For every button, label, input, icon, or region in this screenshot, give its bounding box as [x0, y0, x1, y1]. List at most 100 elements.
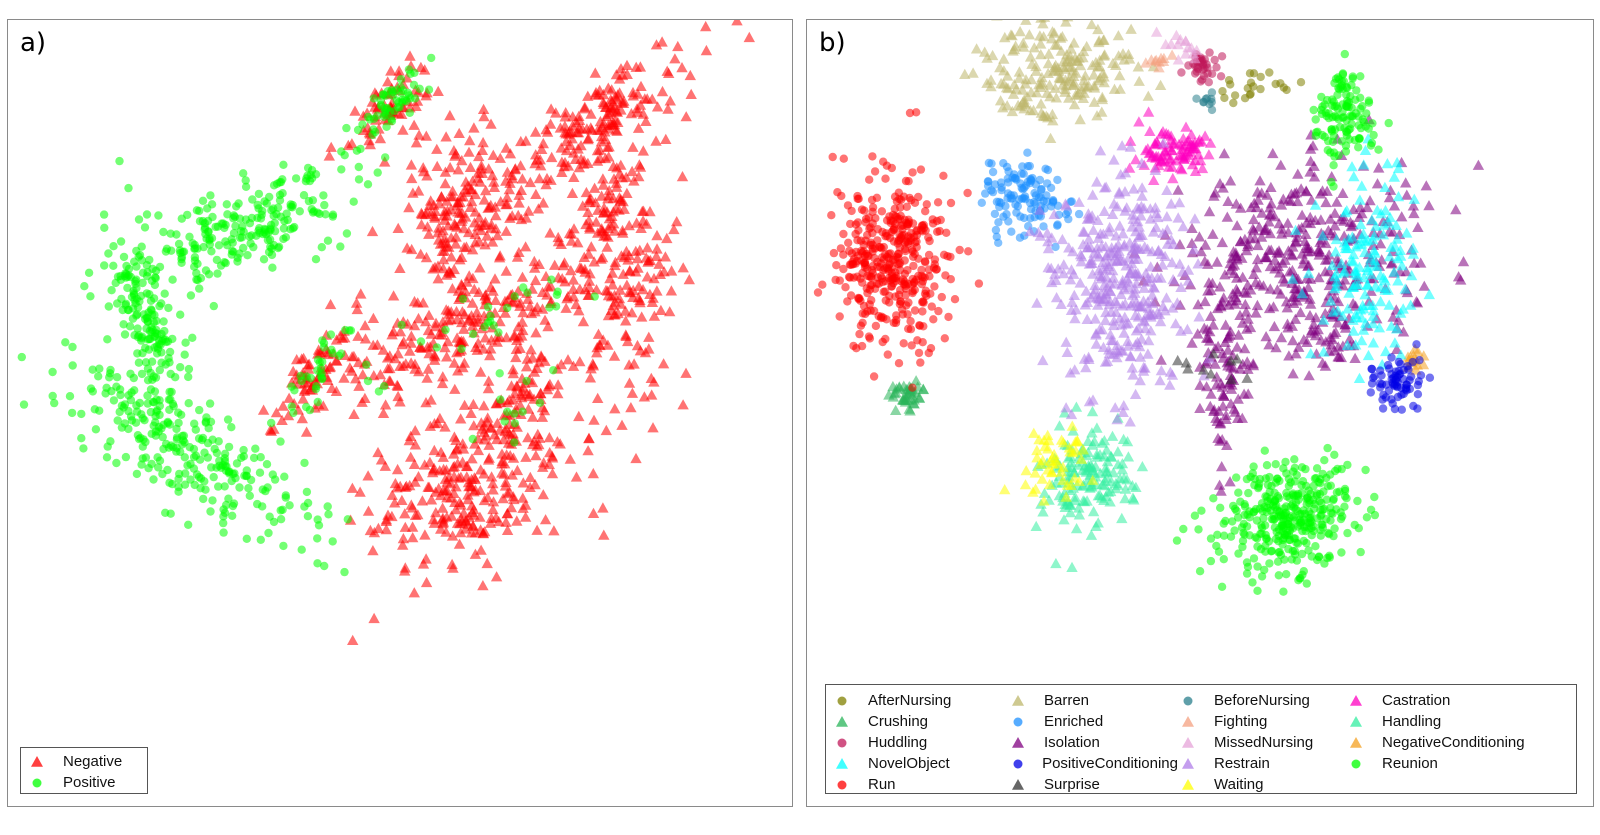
data-point-negative: [371, 339, 384, 350]
data-point-isolation: [1224, 476, 1236, 487]
data-point-restrain: [1090, 338, 1103, 349]
data-point-negative: [656, 36, 668, 47]
data-point-run: [922, 291, 931, 300]
data-point-positive: [123, 272, 132, 281]
data-point-negative: [475, 163, 487, 174]
data-point-enriched: [987, 186, 996, 195]
legend-marker-shape: [1350, 715, 1362, 727]
data-point-run: [908, 383, 917, 392]
data-point-positiveconditioning: [1402, 380, 1411, 389]
data-point-isolation: [1215, 301, 1227, 312]
data-point-positive: [138, 348, 147, 358]
data-point-reunion: [1313, 514, 1322, 523]
data-point-negative: [487, 149, 499, 160]
data-point-positive: [151, 412, 160, 421]
legend-label: Castration: [1382, 692, 1451, 709]
data-point-negative: [287, 365, 299, 376]
data-point-isolation: [1455, 274, 1467, 285]
data-point-reunion: [1242, 558, 1252, 567]
data-point-reunion: [1288, 524, 1297, 533]
data-point-isolation: [1319, 254, 1332, 265]
data-point-positive: [231, 221, 240, 231]
data-point-positive: [287, 382, 296, 391]
data-point-positive: [239, 452, 248, 461]
data-point-fighting: [1155, 52, 1167, 63]
data-point-positive: [221, 237, 230, 246]
data-point-positive: [159, 227, 168, 237]
data-point-positive: [196, 484, 205, 493]
data-point-positive: [129, 290, 139, 300]
data-point-castration: [1192, 136, 1205, 147]
legend-marker: [27, 754, 49, 770]
data-point-enriched: [997, 183, 1006, 192]
data-point-isolation: [1204, 400, 1216, 411]
data-point-negative: [634, 297, 646, 308]
data-point-negative: [573, 305, 585, 316]
data-point-isolation: [1347, 203, 1360, 215]
data-point-restrain: [1091, 248, 1104, 259]
data-point-isolation: [1241, 240, 1254, 252]
data-point-isolation: [1296, 209, 1308, 220]
data-point-negative: [475, 464, 487, 475]
data-point-barren: [1013, 66, 1026, 77]
data-point-restrain: [1111, 352, 1123, 363]
data-point-run: [894, 253, 903, 262]
data-point-negative: [487, 503, 499, 515]
data-point-reunion: [1297, 549, 1307, 559]
data-point-positive: [223, 210, 232, 219]
data-point-negative: [533, 173, 546, 184]
data-point-positive: [205, 399, 215, 408]
data-point-negative: [396, 494, 408, 505]
data-point-negative: [515, 213, 528, 225]
data-point-run: [868, 269, 877, 278]
data-point-waiting: [1048, 448, 1060, 460]
data-point-negative: [404, 50, 416, 61]
data-point-negative: [585, 241, 597, 252]
data-point-waiting: [1075, 453, 1088, 464]
data-point-positive: [212, 448, 222, 458]
data-point-novelobject: [1369, 280, 1382, 291]
panel-b-label: b): [819, 28, 846, 58]
data-point-negative: [425, 494, 438, 505]
data-point-isolation: [1254, 175, 1266, 186]
data-point-negative: [676, 62, 688, 73]
data-point-negative: [357, 369, 369, 380]
data-point-negative: [302, 363, 315, 374]
data-point-negative: [608, 225, 621, 236]
data-point-castration: [1163, 161, 1175, 172]
data-point-isolation: [1339, 319, 1351, 330]
data-point-isolation: [1420, 180, 1432, 191]
data-point-negative: [731, 20, 743, 26]
data-point-negative: [447, 191, 459, 202]
data-point-handling: [1092, 517, 1104, 528]
data-point-reunion: [1249, 462, 1258, 471]
legend-item-handling: Handling: [1346, 711, 1576, 732]
data-point-novelobject: [1356, 335, 1368, 346]
data-point-negative: [466, 453, 478, 464]
data-point-isolation: [1277, 273, 1289, 284]
data-point-novelobject: [1379, 181, 1391, 192]
data-point-negative: [450, 305, 463, 317]
data-point-positive: [180, 350, 189, 359]
data-point-reunion: [1238, 536, 1248, 546]
data-point-positive: [149, 475, 158, 484]
data-point-waiting: [999, 484, 1011, 495]
data-point-isolation: [1320, 237, 1332, 249]
data-point-negative: [392, 380, 404, 391]
data-point-missednursing: [1182, 42, 1194, 53]
data-point-positive: [208, 496, 217, 505]
data-point-positive: [120, 419, 129, 428]
data-point-negative: [474, 176, 486, 187]
data-point-positive: [107, 387, 116, 396]
data-point-positive: [112, 373, 122, 382]
data-point-positive: [193, 275, 202, 285]
data-point-positive: [494, 328, 503, 337]
data-point-reunion: [1323, 553, 1332, 563]
data-point-restrain: [1099, 314, 1112, 326]
data-point-handling: [1030, 520, 1042, 531]
data-point-negative: [497, 493, 509, 504]
data-point-handling: [1038, 487, 1051, 498]
data-point-positive: [88, 365, 97, 374]
data-point-barren: [1074, 113, 1086, 125]
data-point-positive: [276, 437, 285, 446]
